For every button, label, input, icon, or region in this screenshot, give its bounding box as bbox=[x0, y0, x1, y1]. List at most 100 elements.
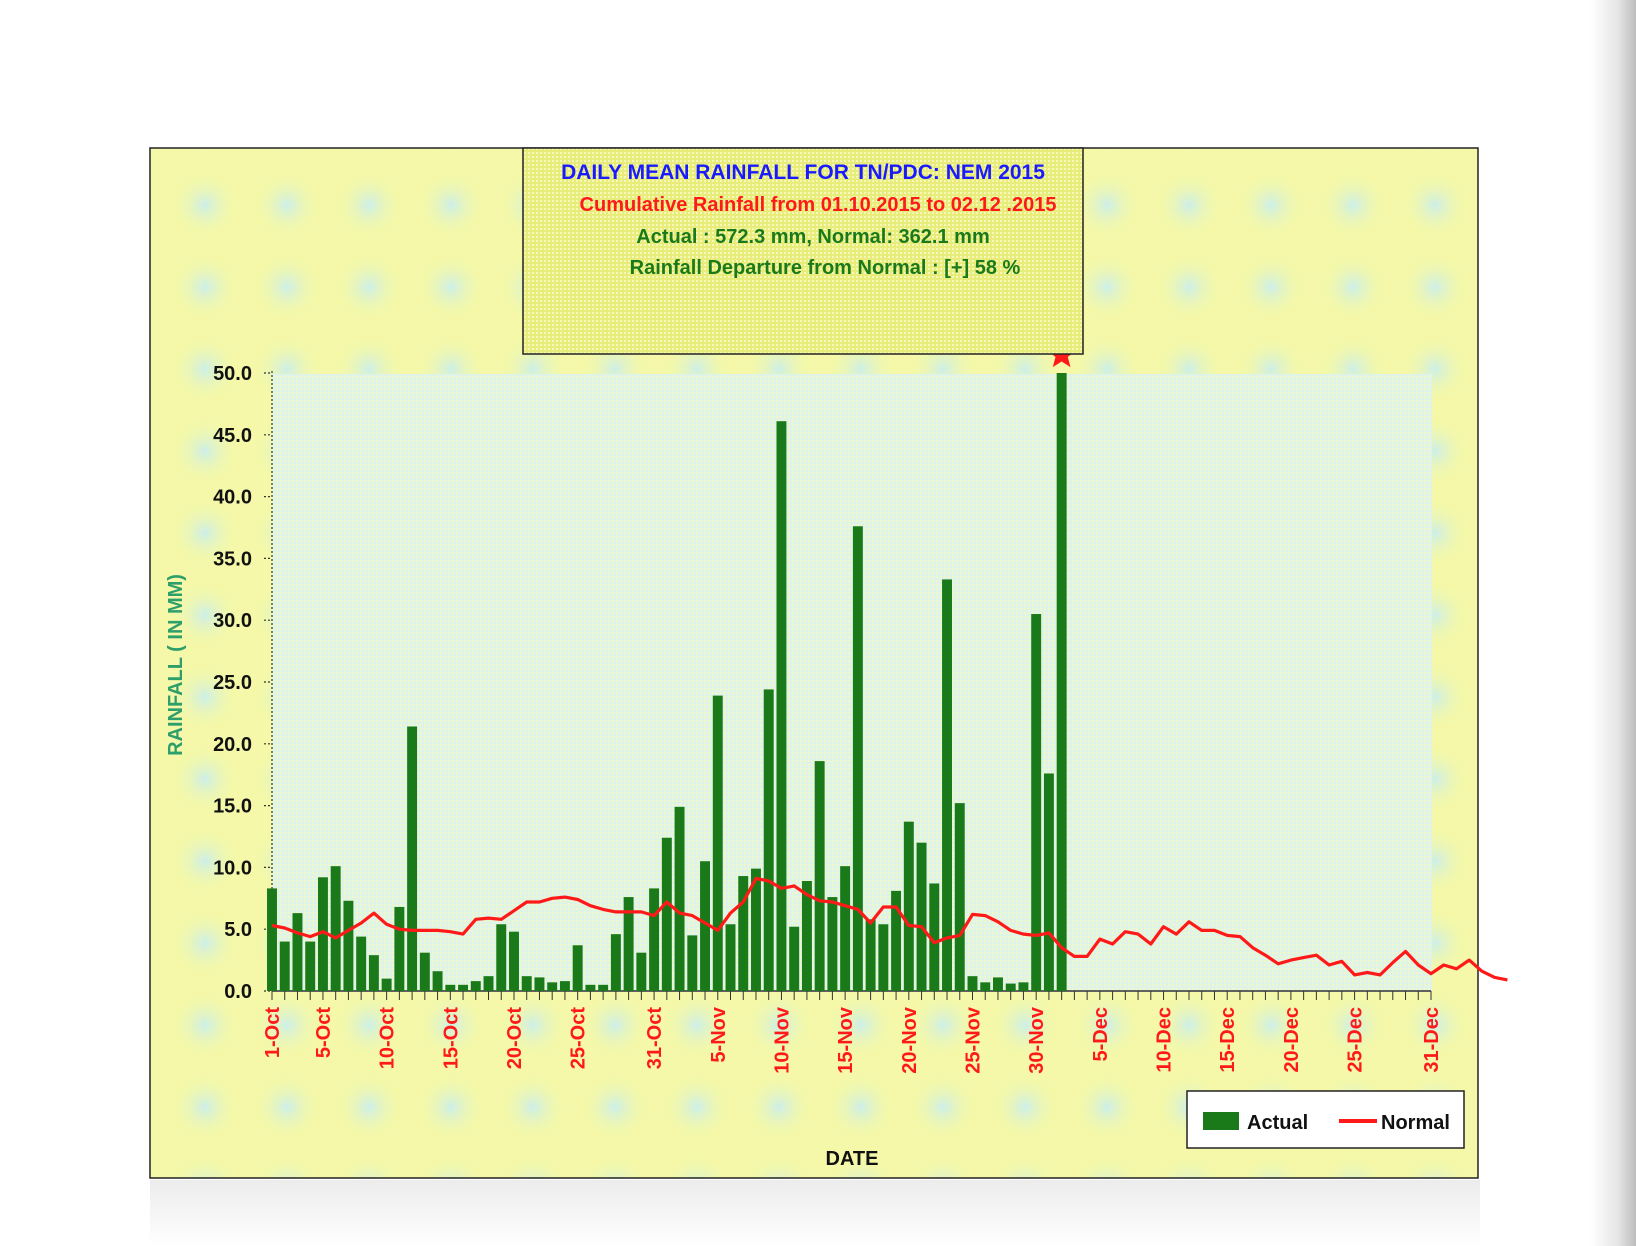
x-tick-label: 10-Oct bbox=[377, 1007, 399, 1070]
actual-bar bbox=[687, 935, 698, 991]
chart-title: DAILY MEAN RAINFALL FOR TN/PDC: NEM 2015 bbox=[561, 161, 1045, 184]
actual-bar bbox=[776, 421, 787, 992]
page-shadow bbox=[150, 1180, 1480, 1246]
actual-bar bbox=[725, 924, 736, 991]
actual-bar bbox=[496, 924, 507, 991]
actual-bar bbox=[636, 952, 647, 991]
actual-bar bbox=[1018, 982, 1029, 991]
x-axis-label: DATE bbox=[826, 1148, 879, 1170]
x-tick-label: 10-Nov bbox=[771, 1006, 793, 1074]
x-tick-label: 15-Nov bbox=[835, 1006, 857, 1074]
actual-bar bbox=[394, 906, 405, 991]
actual-bar bbox=[419, 952, 430, 991]
actual-bar bbox=[445, 984, 456, 991]
actual-bar bbox=[942, 579, 952, 991]
actual-bar bbox=[458, 984, 469, 991]
actual-bar bbox=[585, 984, 596, 991]
actual-bar bbox=[929, 883, 940, 991]
x-tick-label: 31-Dec bbox=[1421, 1007, 1443, 1073]
title-box bbox=[522, 147, 1084, 355]
actual-bar bbox=[610, 934, 621, 991]
actual-bar bbox=[992, 977, 1003, 991]
actual-normal-text: Actual : 572.3 mm, Normal: 362.1 mm bbox=[636, 226, 989, 248]
y-tick-label: 20.0 bbox=[213, 734, 252, 756]
actual-bar bbox=[572, 945, 583, 991]
x-tick-label: 5-Nov bbox=[708, 1006, 730, 1062]
legend-actual-label: Actual bbox=[1247, 1112, 1308, 1134]
x-tick-label: 20-Dec bbox=[1281, 1007, 1303, 1073]
actual-bar bbox=[903, 821, 914, 991]
actual-bar bbox=[521, 976, 532, 991]
actual-bar bbox=[407, 726, 418, 991]
actual-bar bbox=[343, 900, 354, 991]
y-tick-label: 45.0 bbox=[213, 425, 252, 447]
x-axis: 1-Oct 5-Oct 10-Oct 15-Oct 20-Oct 25-Oct 31-Oct… bbox=[262, 990, 1443, 1074]
actual-bar bbox=[1043, 773, 1054, 991]
actual-bar bbox=[738, 876, 749, 991]
actual-bar bbox=[789, 926, 800, 991]
actual-bar bbox=[814, 761, 825, 991]
actual-bar bbox=[547, 982, 558, 991]
actual-bar bbox=[674, 806, 685, 991]
actual-bars bbox=[267, 373, 1067, 992]
x-tick-label: 25-Nov bbox=[962, 1006, 984, 1074]
x-tick-label: 31-Oct bbox=[644, 1007, 666, 1070]
actual-bar bbox=[700, 861, 711, 991]
actual-bar bbox=[916, 842, 927, 991]
actual-bar bbox=[763, 689, 774, 991]
actual-bar bbox=[598, 984, 609, 991]
x-tick-label: 20-Nov bbox=[899, 1006, 921, 1074]
window-edge-shadow bbox=[1590, 0, 1636, 1246]
actual-bar bbox=[279, 941, 290, 991]
x-tick-label: 30-Nov bbox=[1026, 1006, 1048, 1074]
cumulative-subtitle: Cumulative Rainfall from 01.10.2015 to 0… bbox=[580, 194, 1057, 216]
actual-bar bbox=[305, 941, 316, 991]
x-tick-label: 15-Dec bbox=[1217, 1007, 1239, 1073]
actual-bar bbox=[509, 931, 519, 991]
actual-bar bbox=[840, 866, 851, 991]
y-tick-label: 15.0 bbox=[213, 796, 252, 818]
y-tick-label: 5.0 bbox=[224, 919, 252, 941]
y-tick-label: 25.0 bbox=[213, 672, 252, 694]
x-tick-label: 10-Dec bbox=[1154, 1007, 1176, 1073]
actual-bar bbox=[356, 936, 367, 991]
x-tick-label: 1-Oct bbox=[262, 1007, 284, 1058]
x-tick-label: 25-Dec bbox=[1345, 1007, 1367, 1073]
actual-bar bbox=[368, 955, 379, 991]
normal-series-line bbox=[271, 876, 1508, 982]
x-tick-label: 25-Oct bbox=[568, 1007, 590, 1070]
actual-bar bbox=[267, 888, 277, 991]
actual-bar bbox=[483, 976, 494, 991]
actual-bar bbox=[751, 868, 761, 991]
actual-bar bbox=[878, 924, 889, 991]
actual-bar bbox=[317, 877, 328, 991]
actual-bar bbox=[980, 982, 991, 991]
y-tick-label: 35.0 bbox=[213, 548, 252, 570]
actual-bar bbox=[801, 880, 812, 991]
legend-actual-swatch bbox=[1203, 1112, 1239, 1130]
actual-bar bbox=[534, 977, 545, 991]
y-tick-label: 50.0 bbox=[213, 363, 252, 385]
actual-bar bbox=[1005, 983, 1016, 991]
actual-bar bbox=[852, 526, 863, 991]
actual-bar bbox=[865, 919, 876, 991]
legend-normal-label: Normal bbox=[1381, 1112, 1450, 1134]
actual-bar bbox=[954, 803, 965, 991]
y-tick-label: 10.0 bbox=[213, 857, 252, 879]
actual-bar bbox=[623, 897, 634, 991]
actual-bar bbox=[967, 976, 978, 991]
x-tick-label: 5-Oct bbox=[313, 1007, 335, 1058]
actual-bar bbox=[661, 837, 672, 991]
actual-bar bbox=[827, 897, 838, 991]
departure-text: Rainfall Departure from Normal : [+] 58 … bbox=[630, 257, 1021, 279]
y-tick-label: 0.0 bbox=[224, 981, 252, 1003]
actual-bar bbox=[381, 978, 392, 991]
actual-bar bbox=[891, 890, 902, 991]
actual-bar bbox=[712, 695, 723, 991]
x-tick-label: 15-Oct bbox=[440, 1007, 462, 1070]
actual-bar bbox=[1056, 373, 1067, 991]
legend: Actual Normal bbox=[1186, 1090, 1465, 1149]
actual-bar bbox=[432, 971, 443, 991]
actual-bar bbox=[1031, 614, 1042, 991]
